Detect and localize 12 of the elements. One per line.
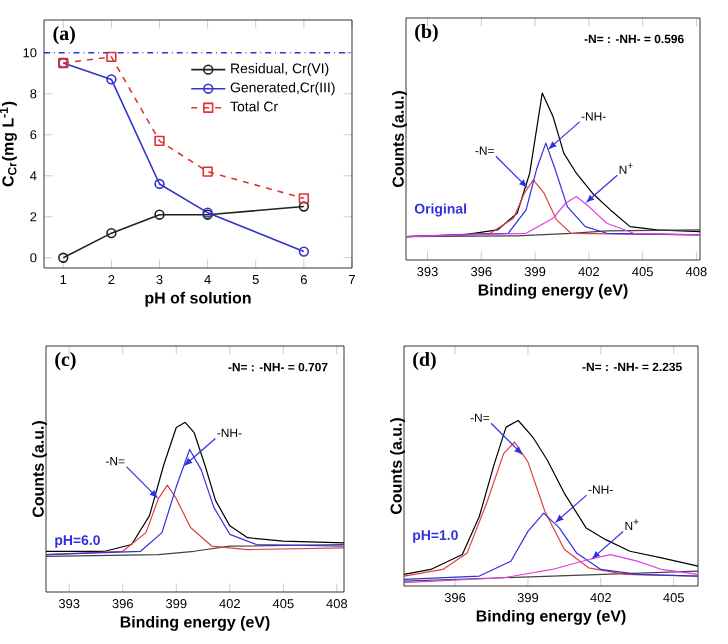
point <box>106 227 117 239</box>
chart-title: (a) <box>53 26 75 45</box>
chart-title: (b) <box>415 24 438 43</box>
point <box>154 178 165 190</box>
chart-title: (d) <box>413 351 436 371</box>
point <box>106 51 117 63</box>
point <box>154 209 165 220</box>
point <box>154 135 165 147</box>
point <box>298 193 310 204</box>
chart-title: (c) <box>55 352 76 371</box>
point <box>106 74 117 85</box>
point <box>202 166 213 177</box>
